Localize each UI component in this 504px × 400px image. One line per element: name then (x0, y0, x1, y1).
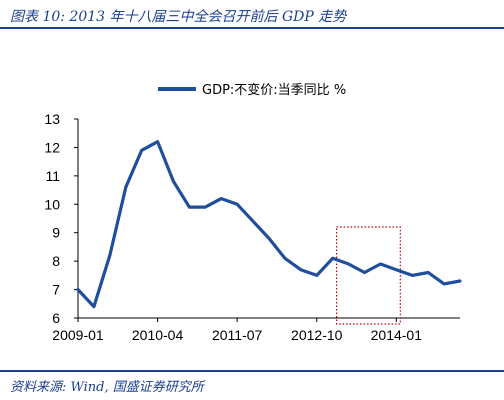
x-tick-label: 2009-01 (52, 327, 104, 343)
y-tick-label: 10 (44, 196, 60, 212)
legend: GDP:不变价:当季同比 % (158, 82, 346, 98)
gdp-series-line (76, 140, 462, 309)
source-note: 资料来源: Wind, 国盛证券研究所 (10, 380, 204, 395)
y-tick-label: 9 (52, 225, 60, 241)
y-tick-label: 8 (52, 253, 60, 269)
figure-title: 图表 10: 2013 年十八届三中全会召开前后 GDP 走势 (10, 9, 347, 25)
series-layer (76, 140, 462, 309)
y-tick-label: 6 (52, 310, 60, 326)
y-tick-label: 7 (52, 282, 60, 298)
y-tick-label: 13 (44, 111, 60, 127)
title-rule (0, 27, 504, 29)
axes: 6 7 8 9 10 11 12 13 2009-01 2010-04 2011-07 2012-10… (44, 111, 460, 343)
x-tick-label: 2011-07 (212, 327, 263, 343)
highlight-box (335, 226, 401, 325)
x-tick-label: 2014-01 (371, 327, 423, 343)
highlight-layer (335, 226, 401, 325)
x-tick-label: 2012-10 (291, 327, 343, 343)
y-tick-label: 11 (45, 168, 60, 184)
y-tick-label: 12 (44, 139, 60, 155)
x-tick-label: 2010-04 (132, 327, 184, 343)
gdp-line-chart: GDP:不变价:当季同比 % 6 7 8 9 10 11 12 13 2009-01 2010-0… (44, 82, 462, 343)
bottom-rule (0, 370, 504, 372)
legend-label: GDP:不变价:当季同比 % (202, 82, 346, 98)
